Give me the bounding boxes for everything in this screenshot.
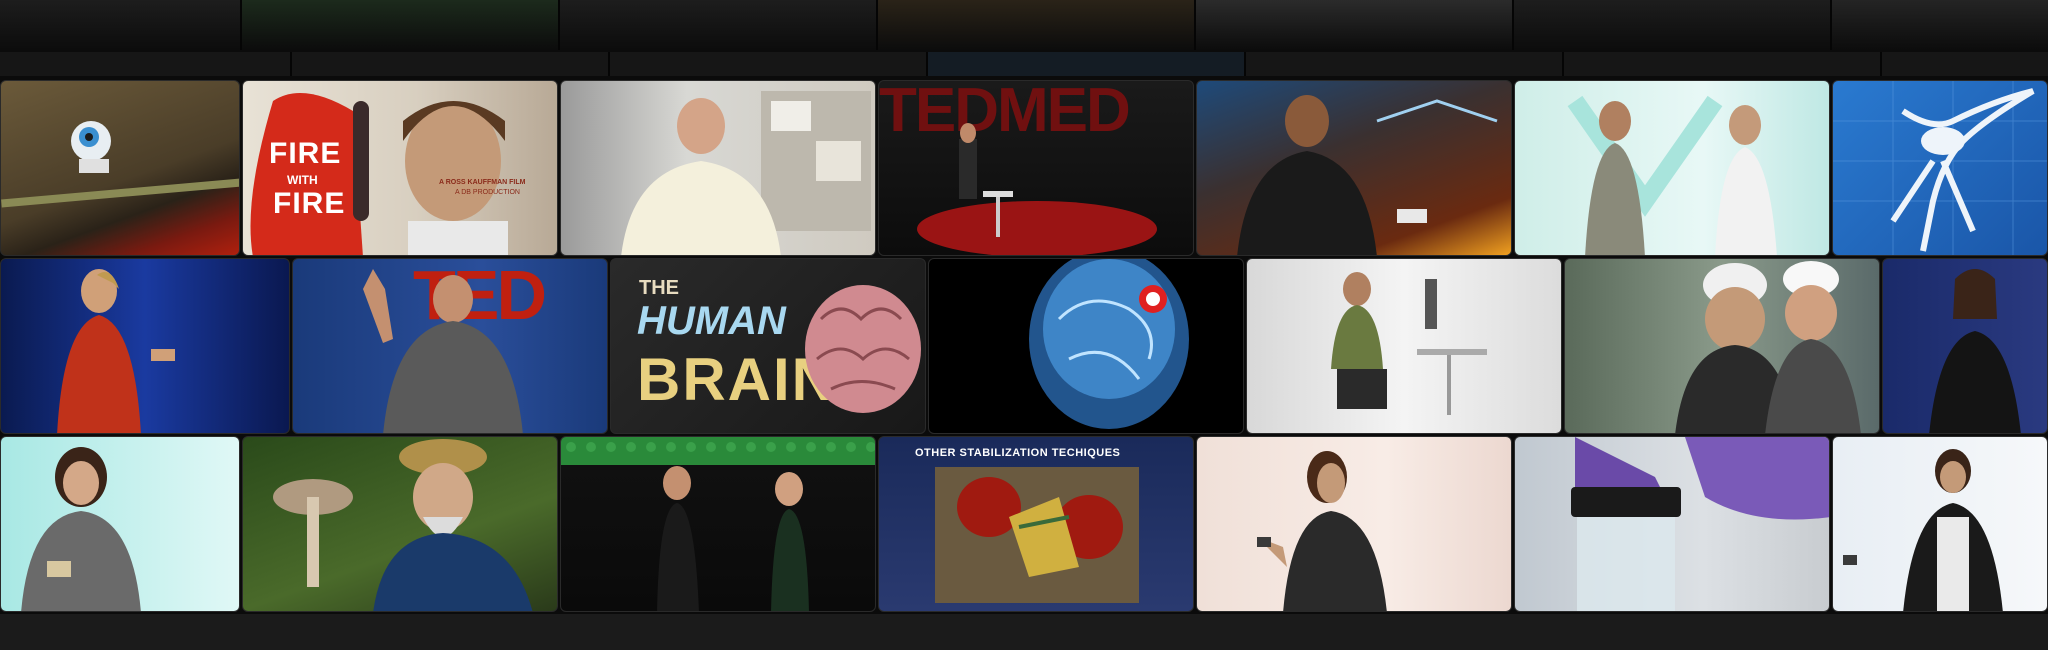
video-thumbnail-man-vest[interactable]: [1196, 436, 1512, 612]
video-thumbnail-two-speakers[interactable]: [1514, 80, 1830, 256]
faded-thumbnail: [1832, 0, 2048, 50]
tedmed-stage-image: [917, 123, 1157, 255]
faded-thumbnail: [1514, 0, 1832, 50]
video-thumbnail-hardhat-men[interactable]: [1564, 258, 1880, 434]
faded-thumbnail: [1882, 52, 2048, 76]
video-thumbnail-lab-speaker[interactable]: [560, 80, 876, 256]
brain-text: BRAIN: [637, 346, 837, 413]
video-thumbnail-speaker-device[interactable]: [1196, 80, 1512, 256]
fire-with-fire-image: [250, 93, 508, 255]
video-thumbnail-mushroom-man[interactable]: [242, 436, 558, 612]
faded-thumbnail: [242, 0, 560, 50]
video-thumbnail-two-performers[interactable]: [560, 436, 876, 612]
film-credit: A ROSS KAUFFMAN FILM: [439, 179, 526, 186]
video-thumbnail-ted-speaker-hand[interactable]: TED: [292, 258, 608, 434]
woman-red-dress-image: [57, 269, 175, 433]
video-thumbnail-xray-brain[interactable]: [928, 258, 1244, 434]
video-thumbnail-woman-speaker-blue[interactable]: [1882, 258, 2048, 434]
woman-speaker-image: [1929, 269, 2021, 433]
toy-figure-image: [1, 121, 239, 208]
faded-thumbnail: [928, 52, 1246, 76]
video-thumbnail-woman-red-dress[interactable]: [0, 258, 290, 434]
video-thumbnail-tedmed-stage[interactable]: TEDMED: [878, 80, 1194, 256]
fire-title-fire: FIRE: [273, 187, 346, 220]
production-credit: A DB PRODUCTION: [455, 189, 520, 196]
mosquito-image: [1833, 81, 2047, 255]
human-text: HUMAN: [637, 299, 786, 343]
video-thumbnail-grid: FIRE WITH FIRE A ROSS KAUFFMAN FILM A DB…: [0, 80, 2048, 614]
two-performers-image: [566, 442, 875, 611]
lab-speaker-image: [621, 91, 871, 255]
video-thumbnail-woman-cyan[interactable]: [0, 436, 240, 612]
xray-brain-image: [1029, 259, 1189, 429]
top-thumbnail-strip: [0, 0, 2048, 50]
faded-thumbnail: [0, 0, 242, 50]
faded-thumbnail: [1564, 52, 1882, 76]
robot-arm-image: [1331, 272, 1487, 415]
fire-title-with: WITH: [287, 173, 318, 187]
the-text: THE: [639, 277, 679, 299]
woman-cyan-image: [21, 447, 141, 611]
video-thumbnail-human-brain[interactable]: THE HUMAN BRAIN: [610, 258, 926, 434]
faded-thumbnail: [0, 52, 292, 76]
fly-image: [935, 467, 1139, 603]
ted-speaker-image: [363, 269, 523, 433]
tedmed-logo-text: TEDMED: [879, 80, 1131, 145]
faded-thumbnail: [292, 52, 610, 76]
video-thumbnail-toy-figure[interactable]: [0, 80, 240, 256]
gloved-jar-image: [1571, 437, 1829, 611]
fire-title: FIRE: [269, 137, 342, 170]
faded-thumbnail: [1246, 52, 1564, 76]
brain-illustration: [805, 285, 921, 413]
faded-thumbnail: [610, 52, 928, 76]
video-thumbnail-gloved-jar[interactable]: [1514, 436, 1830, 612]
two-speakers-image: [1567, 95, 1777, 255]
video-thumbnail-stabilization[interactable]: OTHER STABILIZATION TECHIQUES: [878, 436, 1194, 612]
faded-thumbnail: [1196, 0, 1514, 50]
slide-title: OTHER STABILIZATION TECHIQUES: [915, 447, 1121, 459]
woman-remote-image: [1843, 449, 2003, 611]
mushroom-man-image: [273, 439, 533, 611]
hardhat-men-image: [1675, 261, 1861, 433]
video-thumbnail-woman-remote[interactable]: [1832, 436, 2048, 612]
faded-thumbnail: [560, 0, 878, 50]
man-vest-image: [1257, 451, 1387, 611]
faded-thumbnail: [878, 0, 1196, 50]
second-thumbnail-strip: [0, 52, 2048, 76]
video-thumbnail-fire-with-fire[interactable]: FIRE WITH FIRE A ROSS KAUFFMAN FILM A DB…: [242, 80, 558, 256]
video-thumbnail-mosquito[interactable]: [1832, 80, 2048, 256]
speaker-device-image: [1237, 95, 1498, 255]
bottom-bar: [0, 614, 2048, 650]
video-thumbnail-robot-arm[interactable]: [1246, 258, 1562, 434]
